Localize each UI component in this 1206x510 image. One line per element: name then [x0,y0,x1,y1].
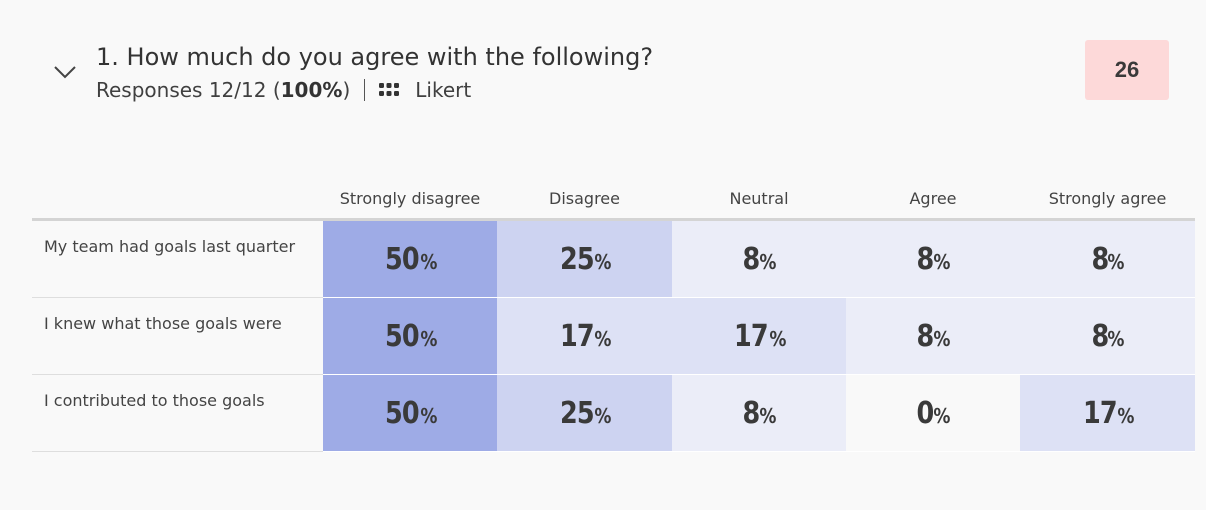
percent-sign: % [1117,403,1135,428]
percent-number: 25 [559,241,595,277]
column-header: Disagree [497,168,672,221]
responses-prefix: Responses 12/12 ( [96,78,281,102]
percent-value: 25% [557,242,613,277]
percent-sign: % [759,249,776,274]
likert-cell: 8% [846,219,1020,298]
chevron-down-icon[interactable] [52,62,78,82]
likert-cell: 8% [672,374,846,452]
row-label: I contributed to those goals [32,374,323,452]
likert-cell: 50% [323,374,497,452]
percent-sign: % [420,326,437,351]
likert-cell: 8% [672,219,846,298]
question-meta: Responses 12/12 (100%) Likert [96,76,471,104]
percent-value: 17% [731,319,787,354]
percent-sign: % [420,249,437,274]
likert-cell: 0% [846,374,1020,452]
percent-number: 8 [916,318,935,354]
percent-sign: % [769,326,786,351]
question-number: 1. [96,43,119,71]
likert-cell: 25% [497,219,672,298]
percent-sign: % [933,249,950,274]
percent-sign: % [420,403,437,428]
row-label-header [32,168,323,221]
percent-value: 50% [382,396,438,431]
percent-sign: % [1107,326,1125,351]
percent-number: 8 [742,241,761,277]
table-row: My team had goals last quarter 50% 25% 8% 8%… [32,219,1195,298]
likert-cell: 8% [1020,297,1195,375]
likert-header-row: Strongly disagree Disagree Neutral Agree… [32,168,1195,221]
column-header: Strongly disagree [323,168,497,221]
percent-number: 8 [916,241,935,277]
row-label: I knew what those goals were [32,297,323,375]
likert-cell: 25% [497,374,672,452]
percent-value: 25% [557,396,613,431]
column-header: Neutral [672,168,846,221]
percent-value: 8% [741,396,777,431]
responses-suffix: ) [342,78,351,102]
percent-value: 17% [557,319,613,354]
percent-sign: % [594,249,612,274]
percent-number: 8 [1091,241,1109,277]
row-label: My team had goals last quarter [32,219,323,298]
percent-value: 8% [915,242,951,277]
column-header: Strongly agree [1020,168,1195,221]
likert-cell: 17% [497,297,672,375]
table-row: I knew what those goals were 50% 17% 17% 8% 8… [32,297,1195,375]
percent-value: 50% [382,242,438,277]
percent-sign: % [594,326,612,351]
percent-sign: % [1107,249,1125,274]
question-text: How much do you agree with the following… [126,43,654,71]
percent-number: 17 [1082,395,1118,431]
percent-number: 17 [734,318,769,354]
percent-sign: % [759,403,776,428]
likert-cell: 8% [846,297,1020,375]
percent-value: 50% [382,319,438,354]
likert-cell: 17% [672,297,846,375]
question-type-label: Likert [415,78,472,102]
percent-sign: % [594,403,612,428]
likert-cell: 8% [1020,219,1195,298]
meta-divider [364,79,366,101]
percent-value: 17% [1080,396,1136,431]
percent-number: 50 [385,395,420,431]
percent-value: 0% [915,396,951,431]
percent-number: 50 [385,241,420,277]
likert-cell: 50% [323,297,497,375]
percent-value: 8% [741,242,777,277]
percent-value: 8% [1090,242,1126,277]
score-badge: 26 [1085,40,1169,100]
percent-number: 8 [1091,318,1109,354]
percent-number: 25 [559,395,595,431]
likert-table: Strongly disagree Disagree Neutral Agree… [32,168,1195,452]
responses-percent: 100% [280,78,343,102]
table-row: I contributed to those goals 50% 25% 8% 0% 17… [32,374,1195,452]
question-title: 1. How much do you agree with the follow… [96,41,653,73]
percent-sign: % [933,403,950,428]
percent-number: 0 [916,395,935,431]
percent-sign: % [933,326,950,351]
percent-value: 8% [915,319,951,354]
likert-cell: 50% [323,219,497,298]
score-badge-value: 26 [1114,57,1140,82]
column-header: Agree [846,168,1020,221]
percent-number: 8 [742,395,761,431]
percent-number: 50 [385,318,420,354]
percent-value: 8% [1090,319,1126,354]
likert-cell: 17% [1020,374,1195,452]
grid-dots-icon [379,83,400,96]
percent-number: 17 [559,318,595,354]
